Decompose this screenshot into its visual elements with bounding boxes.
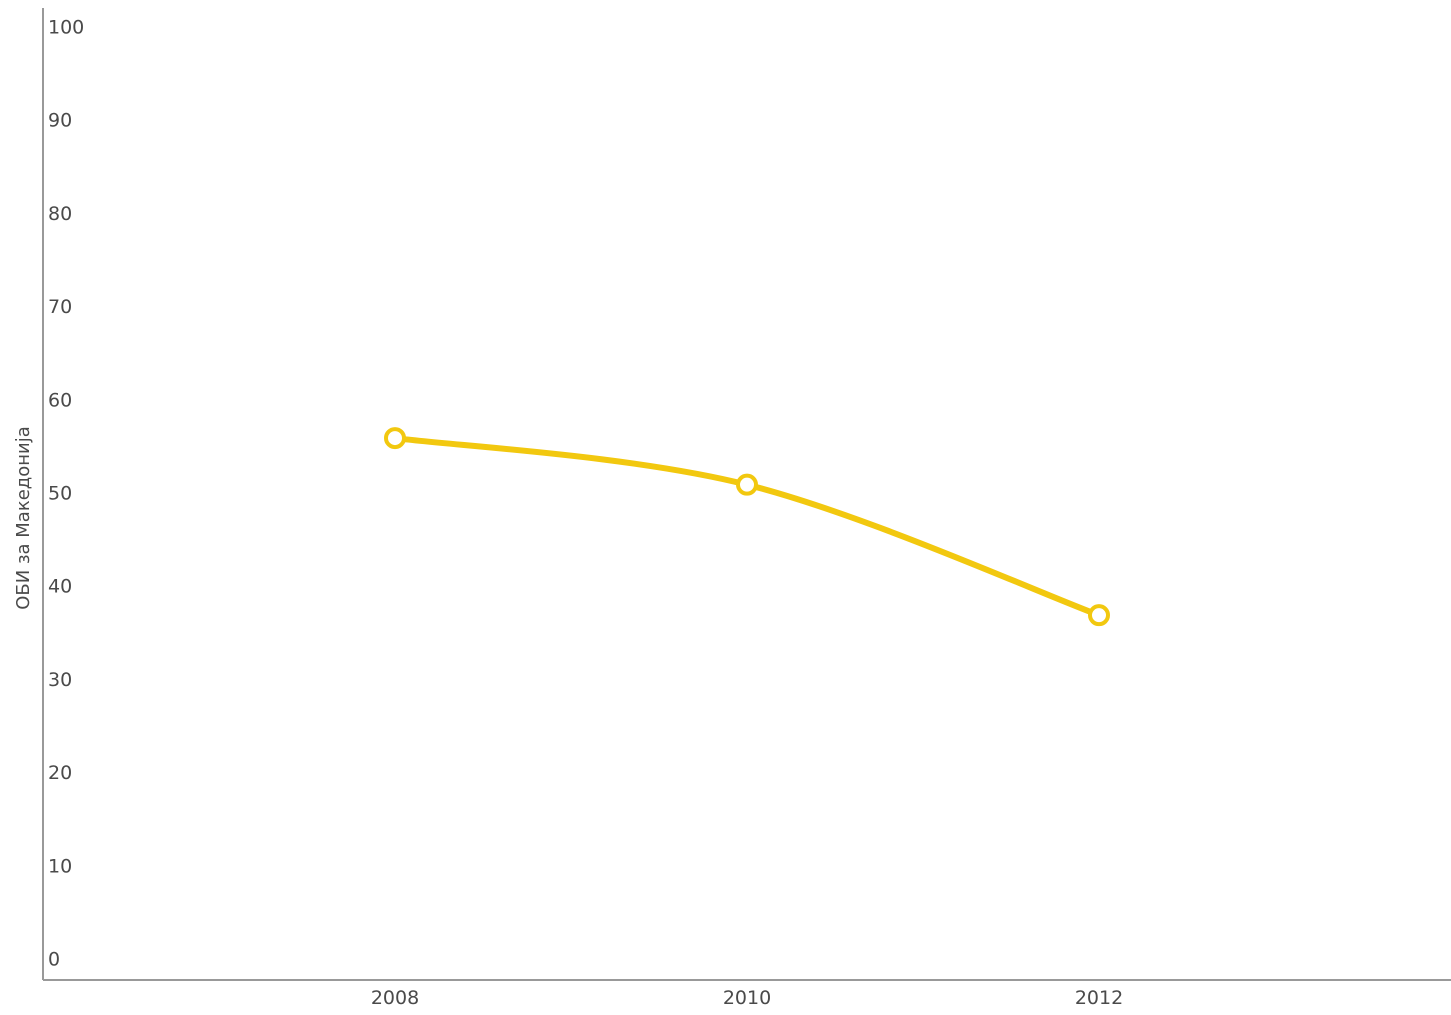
y-tick-label: 90 [48, 110, 72, 132]
x-axis: 2008 2010 2012 [43, 979, 1451, 1009]
y-tick-label: 100 [48, 17, 84, 39]
y-tick-label: 60 [48, 389, 72, 411]
data-point [1088, 604, 1110, 627]
y-tick-label: 0 [48, 949, 60, 971]
y-tick-label: 30 [48, 669, 72, 691]
x-tick-label: 2008 [371, 987, 419, 1009]
data-point [384, 427, 406, 450]
y-tick-label: 20 [48, 762, 72, 784]
data-point [736, 473, 758, 496]
y-tick-label: 40 [48, 576, 72, 598]
y-tick-label: 10 [48, 855, 72, 877]
series-group [384, 427, 1110, 627]
x-tick-label: 2012 [1075, 987, 1123, 1009]
series-line [392, 435, 1102, 619]
y-tick-label: 80 [48, 203, 72, 225]
y-axis-title: ОБИ за Македонија [13, 426, 34, 610]
y-tick-label: 50 [48, 483, 72, 505]
y-axis: 0 10 20 30 40 50 60 70 80 90 100 [42, 8, 84, 980]
y-tick-label: 70 [48, 296, 72, 318]
x-tick-label: 2010 [723, 987, 771, 1009]
